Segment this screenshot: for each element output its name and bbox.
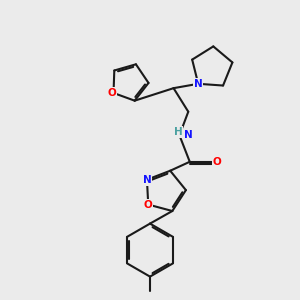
Text: N: N <box>142 175 151 185</box>
Text: N: N <box>194 79 203 89</box>
Text: O: O <box>144 200 153 210</box>
Text: H: H <box>174 127 182 137</box>
Text: N: N <box>184 130 193 140</box>
Text: O: O <box>108 88 116 98</box>
Text: O: O <box>213 157 221 167</box>
